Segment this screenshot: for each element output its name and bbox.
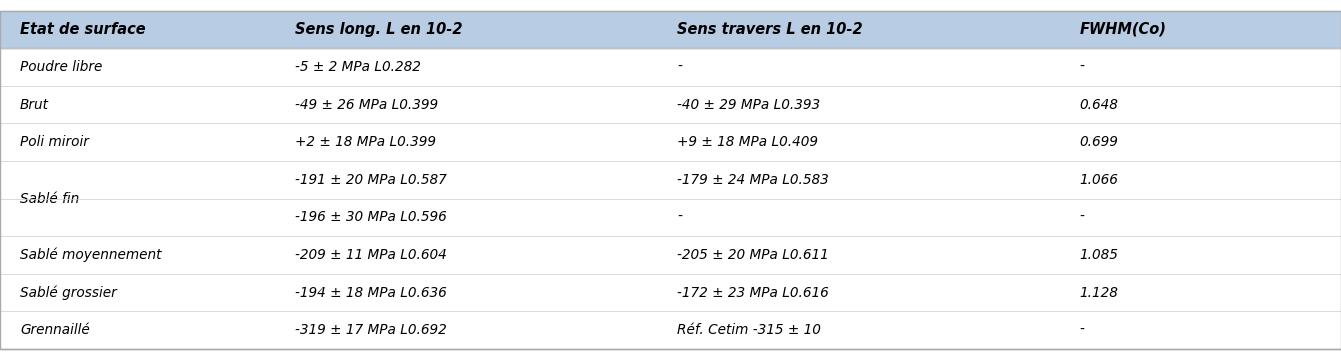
Text: Brut: Brut [20, 98, 50, 112]
Text: Sens travers L en 10-2: Sens travers L en 10-2 [677, 22, 862, 37]
Text: Sens long. L en 10-2: Sens long. L en 10-2 [295, 22, 463, 37]
Text: -319 ± 17 MPa L0.692: -319 ± 17 MPa L0.692 [295, 323, 447, 337]
Text: -196 ± 30 MPa L0.596: -196 ± 30 MPa L0.596 [295, 210, 447, 224]
Text: Réf. Cetim -315 ± 10: Réf. Cetim -315 ± 10 [677, 323, 821, 337]
Text: +2 ± 18 MPa L0.399: +2 ± 18 MPa L0.399 [295, 135, 436, 149]
Text: -: - [677, 60, 683, 74]
Text: 1.128: 1.128 [1080, 286, 1118, 299]
Text: -191 ± 20 MPa L0.587: -191 ± 20 MPa L0.587 [295, 173, 447, 187]
Text: -40 ± 29 MPa L0.393: -40 ± 29 MPa L0.393 [677, 98, 821, 112]
Text: -: - [677, 210, 683, 224]
Text: -205 ± 20 MPa L0.611: -205 ± 20 MPa L0.611 [677, 248, 829, 262]
Text: +9 ± 18 MPa L0.409: +9 ± 18 MPa L0.409 [677, 135, 818, 149]
Text: Grennaillé: Grennaillé [20, 323, 90, 337]
Text: -179 ± 24 MPa L0.583: -179 ± 24 MPa L0.583 [677, 173, 829, 187]
Bar [0, 11, 1341, 48]
Text: Poli miroir: Poli miroir [20, 135, 89, 149]
Text: 1.066: 1.066 [1080, 173, 1118, 187]
Text: Poudre libre: Poudre libre [20, 60, 102, 74]
Text: Sablé grossier: Sablé grossier [20, 285, 117, 300]
Text: -: - [1080, 323, 1085, 337]
Text: Etat de surface: Etat de surface [20, 22, 146, 37]
Text: -172 ± 23 MPa L0.616: -172 ± 23 MPa L0.616 [677, 286, 829, 299]
Text: -: - [1080, 60, 1085, 74]
Text: 0.648: 0.648 [1080, 98, 1118, 112]
Text: -5 ± 2 MPa L0.282: -5 ± 2 MPa L0.282 [295, 60, 421, 74]
Text: -209 ± 11 MPa L0.604: -209 ± 11 MPa L0.604 [295, 248, 447, 262]
Text: 0.699: 0.699 [1080, 135, 1118, 149]
Text: -194 ± 18 MPa L0.636: -194 ± 18 MPa L0.636 [295, 286, 447, 299]
Text: 1.085: 1.085 [1080, 248, 1118, 262]
Text: Sablé moyennement: Sablé moyennement [20, 248, 162, 262]
Text: FWHM(Co): FWHM(Co) [1080, 22, 1167, 37]
Text: -: - [1080, 210, 1085, 224]
Text: Sablé fin: Sablé fin [20, 192, 79, 205]
Text: -49 ± 26 MPa L0.399: -49 ± 26 MPa L0.399 [295, 98, 439, 112]
